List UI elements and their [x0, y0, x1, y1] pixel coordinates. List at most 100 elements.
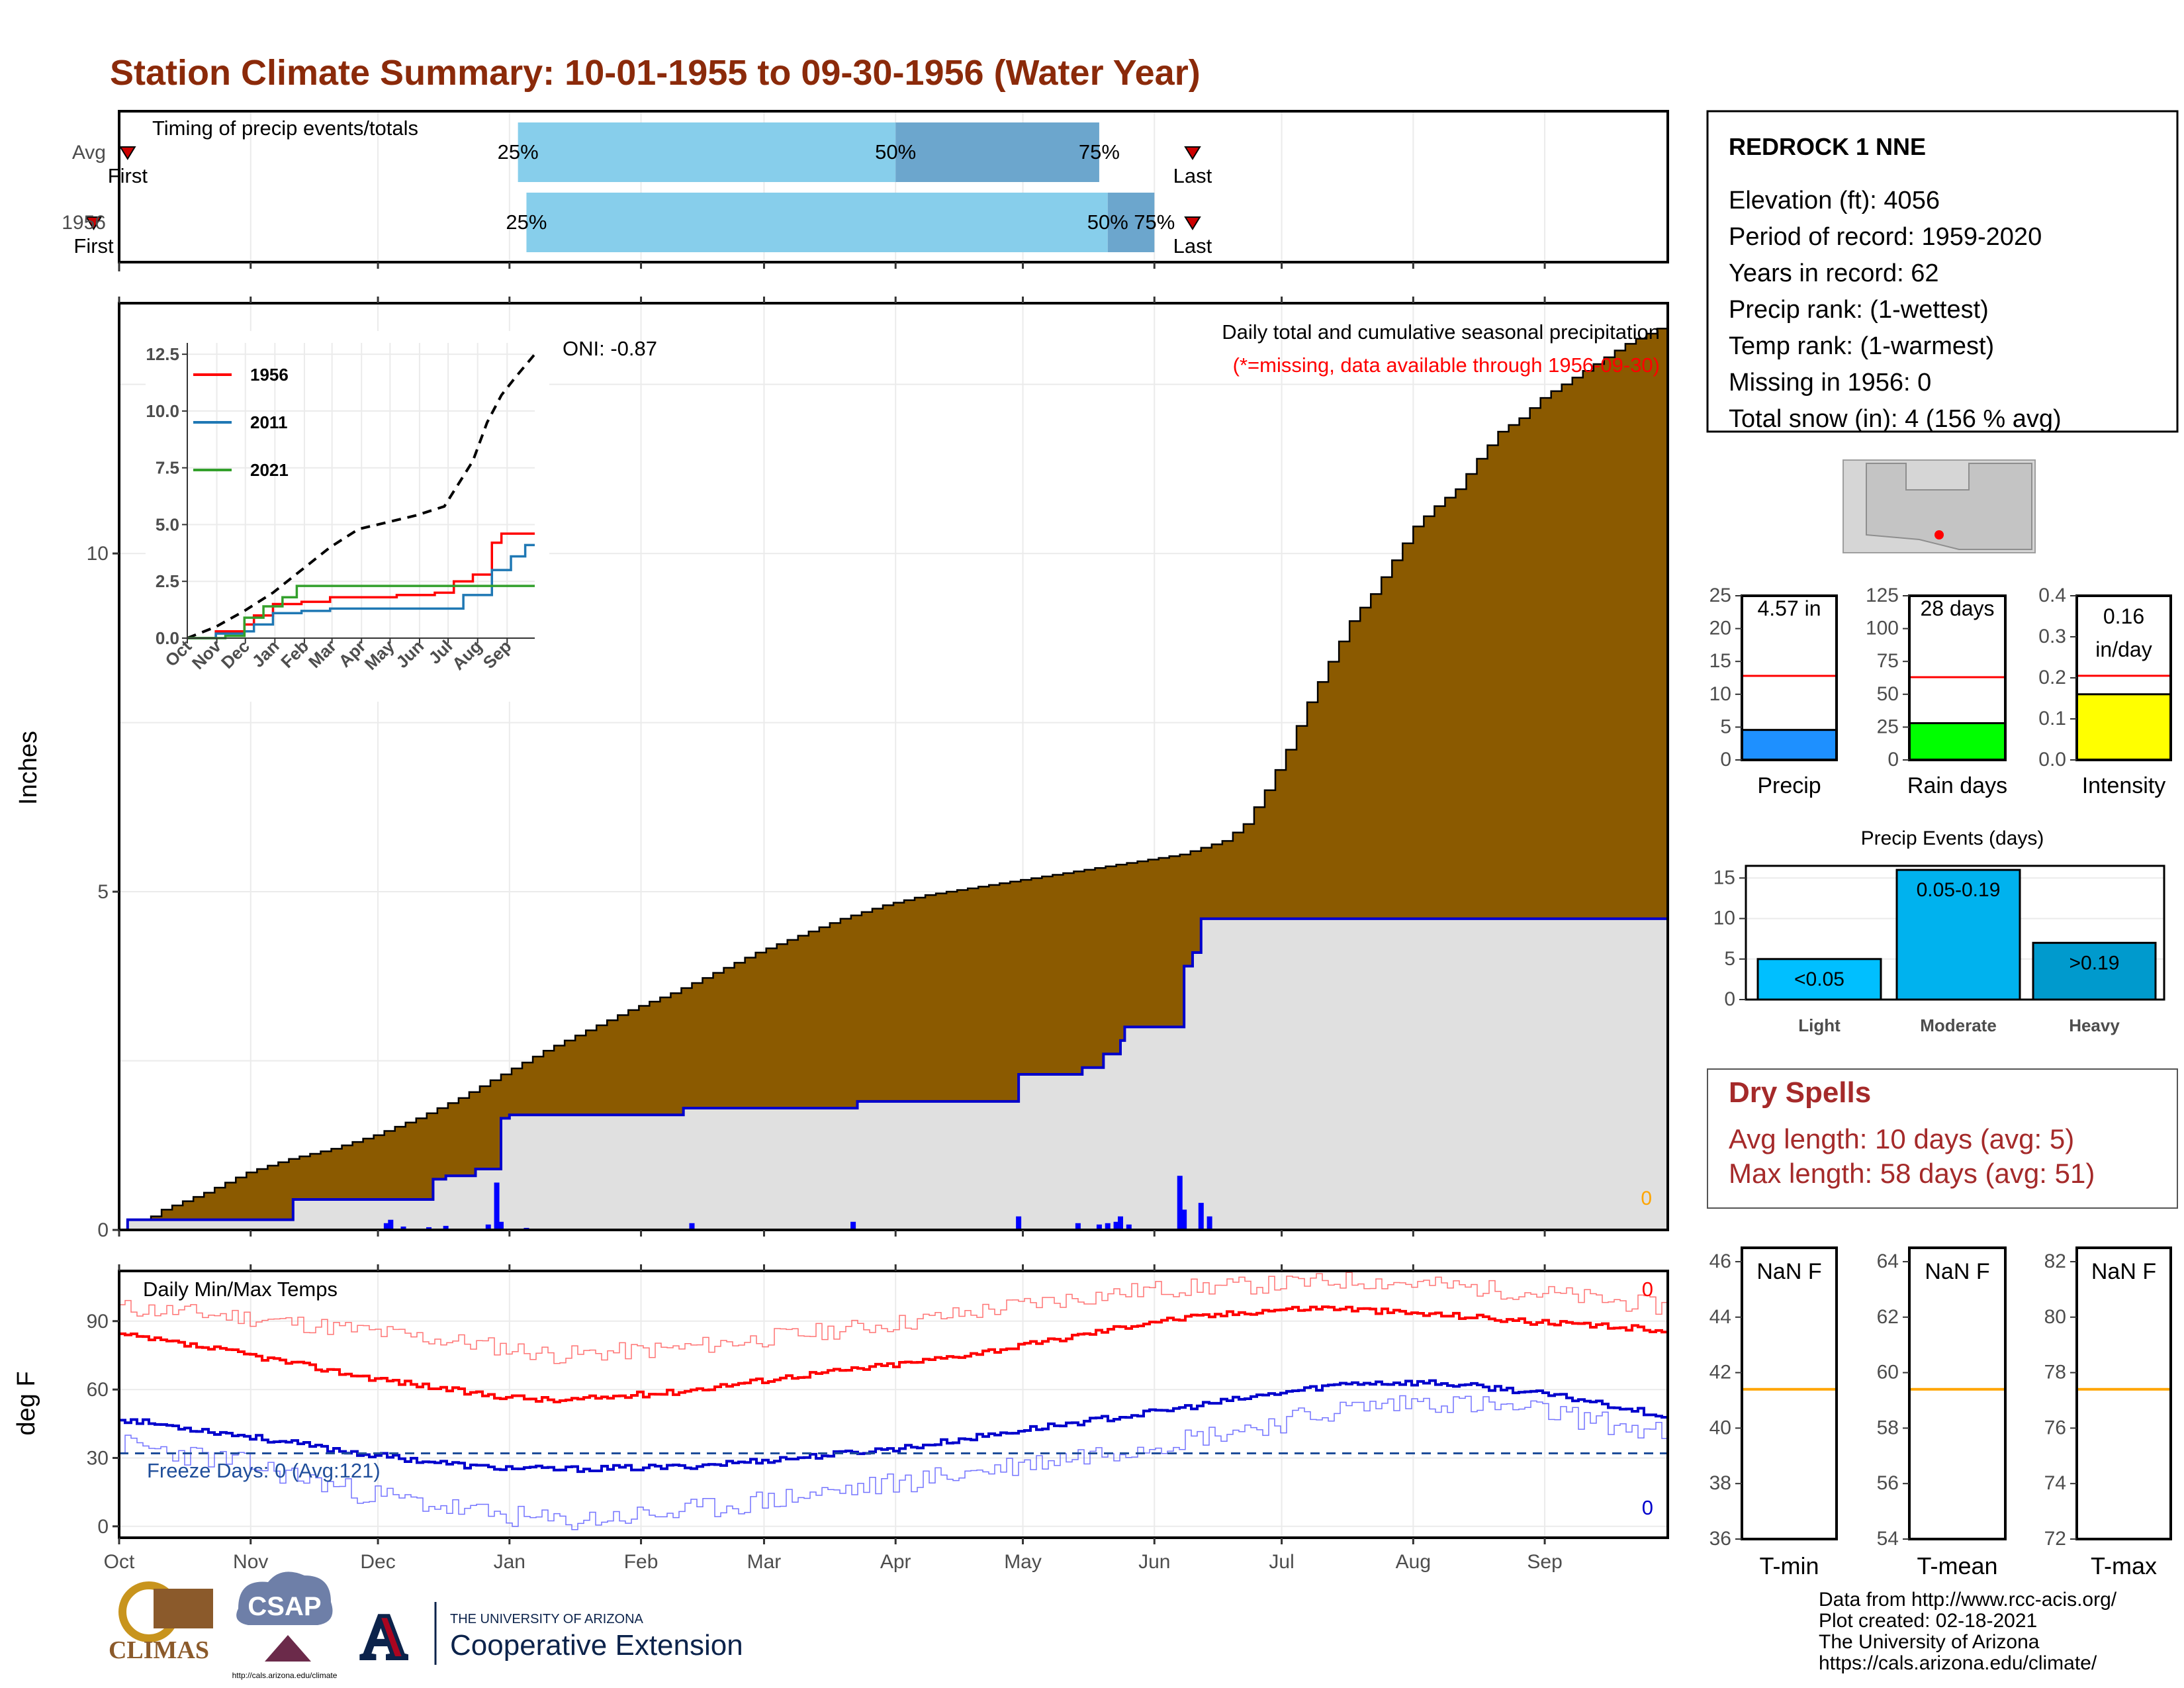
timing-frame [118, 110, 1669, 263]
climas-logo: CLIMAS [109, 1581, 213, 1664]
timing-label-75: 75% [1079, 140, 1120, 164]
mini-ytick-label: 25 [1877, 716, 1899, 737]
daily-precip-bar [1126, 1224, 1132, 1230]
inset-ytick-label: 0.0 [156, 628, 179, 648]
temp-box-value: NaN F [2091, 1259, 2156, 1284]
ua-logo: A THE UNIVERSITY OF ARIZONA Cooperative … [359, 1599, 743, 1674]
timing-first-marker [119, 146, 136, 160]
daily-precip-bar [1177, 1176, 1183, 1230]
daily-precip-bar [689, 1223, 695, 1230]
mini-value-label: 0.16 [2103, 604, 2144, 628]
dry-spells-title: Dry Spells [1729, 1076, 1871, 1109]
extreme-max-temp-line [119, 1272, 1668, 1364]
mini-value-label-2: in/day [2095, 637, 2152, 661]
daily-precip-bar [1181, 1209, 1187, 1230]
mini-ytick-label: 0.0 [2038, 749, 2066, 771]
arizona-shape [1866, 463, 2032, 550]
events-bar-heavy [2032, 941, 2157, 1001]
daily-precip-bar [1113, 1221, 1119, 1230]
inset-ytick-label: 2.5 [156, 571, 179, 591]
temp-box-ytick-label: 82 [2044, 1250, 2066, 1272]
min-missing-count: 0 [1642, 1496, 1653, 1519]
daily-precip-bar [383, 1223, 389, 1230]
precip-ytick-label: 10 [87, 543, 109, 565]
mini-bar-name: Intensity [2082, 773, 2166, 798]
daily-precip-bar [426, 1227, 432, 1230]
page-title: Station Climate Summary: 10-01-1955 to 0… [110, 53, 1201, 93]
mini-ytick-label: 0 [1888, 749, 1899, 771]
mini-ytick-label: 0 [1720, 749, 1731, 771]
mini-ytick-label: 10 [1709, 683, 1731, 705]
events-ytick-label: 15 [1713, 867, 1735, 888]
timing-caption: Timing of precip events/totals [152, 117, 418, 140]
inset-ytick-label: 7.5 [156, 458, 179, 478]
temp-ytick-label: 0 [97, 1516, 109, 1538]
events-ytick-label: 10 [1713, 908, 1735, 929]
mini-ytick-label: 20 [1709, 618, 1731, 639]
dry-spells-max: Max length: 58 days (avg: 51) [1729, 1158, 2095, 1189]
temp-y-label: deg F [13, 1371, 40, 1435]
cumulative-inset: 0.02.55.07.510.012.5OctNovDecJanFebMarAp… [146, 331, 549, 702]
footer: CLIMAS CSAP http://cals.arizona.edu/clim… [109, 1571, 2117, 1680]
mini-ytick-label: 50 [1877, 683, 1899, 705]
temp-box-name: T-mean [1917, 1552, 1997, 1579]
timing-bar-25-50 [526, 193, 1108, 252]
mini-ytick-label: 0.2 [2038, 667, 2066, 688]
mini-ytick-label: 75 [1877, 650, 1899, 672]
footer-line: https://cals.arizona.edu/climate/ [1819, 1652, 2097, 1674]
events-category-label: Moderate [1920, 1015, 1997, 1035]
temp-box-ytick-label: 58 [1877, 1417, 1899, 1438]
mini-bar-1 [1908, 722, 2007, 761]
temp-box-ytick-label: 60 [1877, 1362, 1899, 1383]
month-label: Dec [360, 1551, 395, 1573]
temp-caption: Daily Min/Max Temps [143, 1278, 338, 1301]
temp-frame [118, 1270, 1669, 1539]
mini-bar-frame [1741, 594, 1838, 761]
station-info-box: REDROCK 1 NNE Elevation (ft): 4056 Period… [1706, 110, 2179, 433]
mini-value-label: 4.57 in [1757, 596, 1821, 620]
timing-first-marker [85, 216, 103, 230]
events-category-label: Heavy [2069, 1015, 2120, 1035]
ua-block-a: A [361, 1601, 406, 1672]
csap-text: CSAP [248, 1592, 321, 1621]
inset-ytick-label: 12.5 [146, 344, 179, 364]
mini-bar-charts: 0 5 10 15 20 25 4.57 in Precip 0 25 50 75 100 125 28 d… [1709, 585, 2172, 798]
temp-box-ytick-label: 54 [1877, 1528, 1899, 1550]
inset-legend-label: 2021 [250, 460, 289, 480]
timing-bar-50-75 [1107, 193, 1155, 252]
footer-line: Data from http://www.rcc-acis.org/ [1819, 1589, 2117, 1611]
precip-ytick-label: 5 [97, 881, 109, 903]
station-info-line: Elevation (ft): 4056 [1729, 187, 1940, 214]
csap-logo: CSAP http://cals.arizona.edu/climate [232, 1571, 338, 1680]
temp-box-name: T-max [2091, 1552, 2157, 1579]
events-bar-moderate [1895, 868, 2021, 1001]
station-frame [1706, 110, 2179, 433]
month-label: Mar [747, 1551, 782, 1573]
precip-missing-count: 0 [1641, 1188, 1652, 1209]
temp-box-ytick-label: 62 [1877, 1306, 1899, 1328]
temp-box-ytick-label: 76 [2044, 1417, 2066, 1438]
temp-box-ytick-label: 80 [2044, 1306, 2066, 1328]
mini-ytick-label: 100 [1866, 618, 1899, 639]
station-info-line: Period of record: 1959-2020 [1729, 223, 2042, 251]
station-info-line: Total snow (in): 4 (156 % avg) [1729, 405, 2062, 433]
mini-ytick-label: 5 [1720, 716, 1731, 737]
mini-ytick-label: 0.4 [2038, 585, 2066, 606]
inset-background [146, 331, 549, 702]
daily-precip-bar [850, 1221, 856, 1230]
station-name: REDROCK 1 NNE [1729, 133, 1926, 160]
average-precip-area [119, 918, 1668, 1230]
timing-label-25: 25% [498, 140, 539, 164]
temp-box-ytick-label: 46 [1709, 1250, 1731, 1272]
station-info-line: Temp rank: (1-warmest) [1729, 332, 1994, 360]
temp-box-ytick-label: 42 [1709, 1362, 1731, 1383]
oni-value: ONI: -0.87 [563, 337, 657, 360]
daily-precip-bar [494, 1182, 500, 1230]
daily-precip-bar [388, 1219, 394, 1230]
temp-box-ytick-label: 44 [1709, 1306, 1731, 1328]
csap-url: http://cals.arizona.edu/climate [232, 1671, 338, 1680]
timing-first-label: First [73, 234, 114, 258]
precip-panel: 0 5 10 Daily total and cumulative seasonal… [15, 262, 1669, 1241]
temp-ytick-label: 60 [87, 1379, 109, 1401]
